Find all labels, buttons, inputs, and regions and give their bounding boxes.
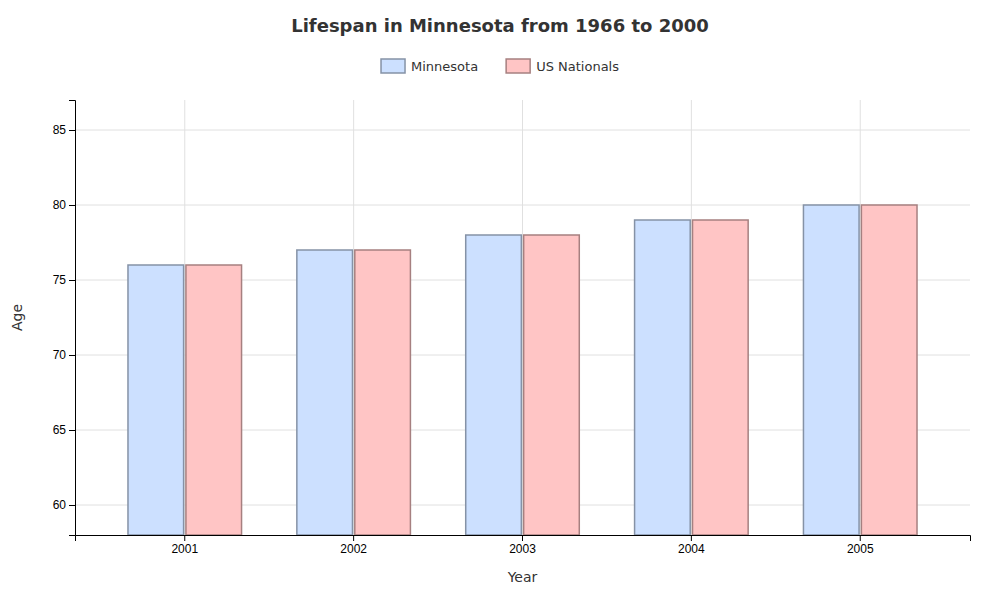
tick-mark — [69, 355, 75, 356]
tick: 80 — [53, 198, 75, 212]
tick-mark — [69, 280, 75, 281]
bar — [297, 250, 353, 535]
grid-line — [691, 100, 692, 535]
tick-mark — [69, 430, 75, 431]
tick-mark — [522, 535, 523, 541]
bar — [693, 220, 749, 535]
tick: 2003 — [509, 535, 536, 556]
x-axis: 2001 2002 2003 2004 2005 — [76, 535, 971, 556]
tick-mark — [69, 205, 75, 206]
series — [186, 205, 917, 535]
legend: Minnesota US Nationals — [381, 59, 619, 74]
tick: 2001 — [171, 535, 198, 556]
bar — [466, 235, 522, 535]
tick-mark — [69, 130, 75, 131]
chart: 2001 2002 2003 2004 2005 60 65 70 75 80 85 Lifespan… — [0, 0, 1000, 600]
tick: 2005 — [847, 535, 874, 556]
tick-mark — [691, 535, 692, 541]
tick-label: 85 — [53, 123, 67, 137]
legend-item: Minnesota — [381, 59, 478, 74]
tick: 2004 — [678, 535, 705, 556]
legend-label: US Nationals — [536, 59, 619, 74]
title: Lifespan in Minnesota from 1966 to 2000 — [291, 15, 709, 36]
bar — [128, 265, 184, 535]
grid-line — [184, 100, 185, 535]
tick: 2002 — [340, 535, 367, 556]
bar — [635, 220, 691, 535]
tick: 60 — [53, 498, 75, 512]
tick-label: 70 — [53, 348, 67, 362]
tick-label: 75 — [53, 273, 67, 287]
bars — [128, 205, 917, 535]
grid-line — [353, 100, 354, 535]
tick-mark — [184, 535, 185, 541]
tick-label: 65 — [53, 423, 67, 437]
legend-item: US Nationals — [506, 59, 619, 74]
tick: 75 — [53, 273, 75, 287]
grid-line — [522, 100, 523, 535]
tick: 65 — [53, 423, 75, 437]
x-axis-title: Year — [507, 569, 538, 585]
y-axis: 60 65 70 75 80 85 — [53, 101, 76, 536]
bar — [861, 205, 917, 535]
grid — [75, 100, 970, 535]
tick-mark — [69, 505, 75, 506]
tick: 85 — [53, 123, 75, 137]
axis-line — [69, 101, 76, 536]
series — [128, 205, 859, 535]
tick-label: 60 — [53, 498, 67, 512]
tick-label: 2004 — [678, 542, 705, 556]
axis-line — [76, 536, 971, 542]
bar — [355, 250, 411, 535]
grid-line — [860, 100, 861, 535]
tick-label: 2001 — [171, 542, 198, 556]
tick-label: 2005 — [847, 542, 874, 556]
bar — [186, 265, 242, 535]
tick: 70 — [53, 348, 75, 362]
y-axis-title: Age — [9, 304, 25, 331]
bar — [524, 235, 580, 535]
tick-label: 80 — [53, 198, 67, 212]
legend-label: Minnesota — [411, 59, 478, 74]
plot-area: 2001 2002 2003 2004 2005 60 65 70 75 80 85 — [53, 100, 971, 556]
tick-mark — [353, 535, 354, 541]
bar — [803, 205, 859, 535]
legend-swatch — [381, 59, 405, 73]
tick-label: 2003 — [509, 542, 536, 556]
tick-mark — [860, 535, 861, 541]
tick-label: 2002 — [340, 542, 367, 556]
legend-swatch — [506, 59, 530, 73]
